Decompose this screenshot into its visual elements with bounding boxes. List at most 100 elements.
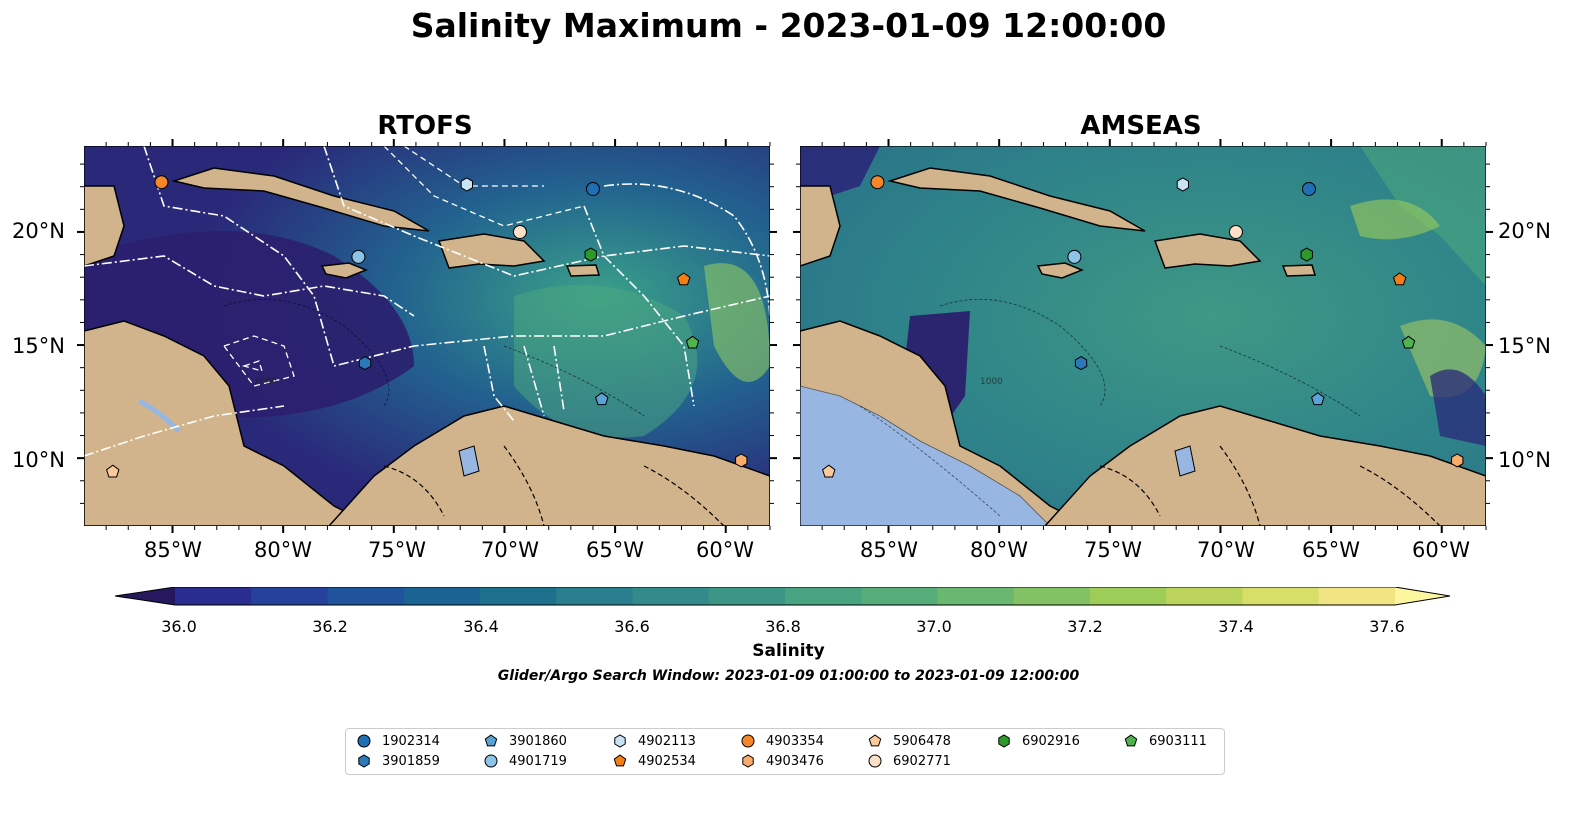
float-marker-1902314 — [1301, 181, 1316, 196]
colorbar — [115, 587, 1451, 606]
float-marker-3901859 — [1074, 356, 1088, 371]
colorbar-tick: 37.6 — [1369, 617, 1405, 636]
lon-label-amseas: 85°W — [860, 538, 918, 562]
float-marker-5906478 — [822, 464, 836, 478]
legend-marker — [614, 734, 626, 748]
float-marker-4901719 — [1067, 249, 1082, 264]
legend-marker-shape — [358, 754, 370, 768]
panel-title-rtofs: RTOFS — [377, 111, 473, 141]
lon-label-amseas: 65°W — [1302, 538, 1360, 562]
legend-entry: 4903476 — [740, 751, 824, 771]
land-yucatan — [84, 185, 125, 267]
lon-label-rtofs: 85°W — [144, 538, 202, 562]
float-marker-6902916 — [1300, 247, 1313, 262]
float-marker-3901860 — [595, 392, 609, 406]
float-marker-4902534 — [1392, 272, 1407, 286]
legend-label: 4902534 — [638, 753, 696, 769]
legend-marker — [484, 754, 498, 768]
colorbar-segment — [1318, 587, 1396, 605]
colorbar-segment — [861, 587, 938, 605]
legend-entry: 1902314 — [356, 731, 440, 751]
float-marker-5906478 — [106, 464, 120, 478]
land-hispaniola — [437, 233, 546, 269]
legend-entry: 6902916 — [996, 731, 1080, 751]
panel-title-amseas: AMSEAS — [1080, 111, 1202, 141]
colorbar-tick: 36.8 — [765, 617, 801, 636]
float-marker-6902771 — [1228, 224, 1243, 239]
low-salinity-region — [1430, 369, 1486, 446]
lon-label-rtofs: 60°W — [696, 538, 754, 562]
colorbar-extend-low — [115, 587, 175, 605]
land-south-america — [1043, 405, 1486, 526]
colorbar-tick: 37.2 — [1067, 617, 1103, 636]
colorbar-segment — [1013, 587, 1091, 605]
legend-entry: 6903111 — [1123, 731, 1207, 751]
lat-label-left: 10°N — [12, 448, 65, 472]
land-jamaica — [320, 262, 368, 279]
legend: 1902314 3901859 3901860 4901719 4902113 … — [345, 728, 1225, 775]
float-marker-6903111 — [1401, 335, 1416, 349]
colorbar-segment — [632, 587, 710, 605]
float-marker-4902113 — [1176, 177, 1189, 192]
float-marker-4903476 — [735, 453, 748, 468]
legend-label: 4902113 — [638, 733, 696, 749]
legend-label: 6902916 — [1022, 733, 1080, 749]
legend-marker — [868, 734, 882, 747]
legend-label: 1902314 — [382, 733, 440, 749]
legend-label: 3901860 — [509, 733, 567, 749]
colorbar-tick: 36.4 — [463, 617, 499, 636]
colorbar-segment — [480, 587, 557, 605]
bathymetry-contour — [223, 298, 645, 417]
legend-entry: 3901859 — [356, 751, 440, 771]
lon-label-amseas: 75°W — [1084, 538, 1142, 562]
legend-label: 6903111 — [1149, 733, 1207, 749]
country-borders — [383, 445, 725, 526]
pacific-ocean — [800, 385, 1051, 526]
lon-label-rtofs: 70°W — [481, 538, 539, 562]
float-marker-4903476 — [1451, 453, 1464, 468]
land-puerto-rico — [565, 264, 600, 277]
colorbar-segment — [1166, 587, 1243, 605]
legend-label: 4901719 — [509, 753, 567, 769]
legend-entry: 4903354 — [740, 731, 824, 751]
lon-label-amseas: 60°W — [1412, 538, 1470, 562]
float-marker-4902534 — [676, 272, 691, 286]
colorbar-segment — [403, 587, 481, 605]
lon-label-amseas: 70°W — [1197, 538, 1255, 562]
legend-marker — [484, 734, 498, 747]
legend-marker-shape — [741, 734, 755, 748]
colorbar-segment — [1242, 587, 1320, 605]
legend-marker-shape — [1124, 734, 1138, 747]
shipping-routes — [84, 146, 770, 457]
float-marker-4903354 — [154, 175, 169, 190]
legend-label: 4903476 — [766, 753, 824, 769]
legend-label: 4903354 — [766, 733, 824, 749]
legend-entry: 5906478 — [867, 731, 951, 751]
land-jamaica — [1036, 262, 1084, 279]
lat-label-left: 20°N — [12, 219, 65, 243]
high-salinity-region — [704, 263, 770, 382]
lon-label-rtofs: 65°W — [586, 538, 644, 562]
map-amseas[interactable]: 1000 — [800, 146, 1486, 526]
colorbar-tick: 36.6 — [614, 617, 650, 636]
colorbar-tick: 36.2 — [312, 617, 348, 636]
colorbar-tick: 37.4 — [1218, 617, 1254, 636]
map-rtofs[interactable]: 1000 — [84, 146, 770, 526]
float-marker-1902314 — [585, 181, 600, 196]
float-marker-4901719 — [351, 249, 366, 264]
land-cuba — [887, 167, 1146, 232]
legend-entry: 4902113 — [612, 731, 696, 751]
float-markers-rtofs — [106, 175, 748, 478]
colorbar-segment — [708, 587, 786, 605]
high-salinity-region — [514, 284, 698, 438]
legend-marker-shape — [868, 754, 882, 768]
contour-label: 1000 — [254, 377, 277, 387]
legend-marker-shape — [742, 754, 754, 768]
legend-marker — [357, 734, 371, 748]
figure-title: Salinity Maximum - 2023-01-09 12:00:00 — [410, 6, 1167, 45]
lat-label-left: 15°N — [12, 334, 65, 358]
legend-marker-shape — [484, 754, 498, 768]
float-marker-4902113 — [460, 177, 473, 192]
float-marker-4903354 — [870, 175, 885, 190]
